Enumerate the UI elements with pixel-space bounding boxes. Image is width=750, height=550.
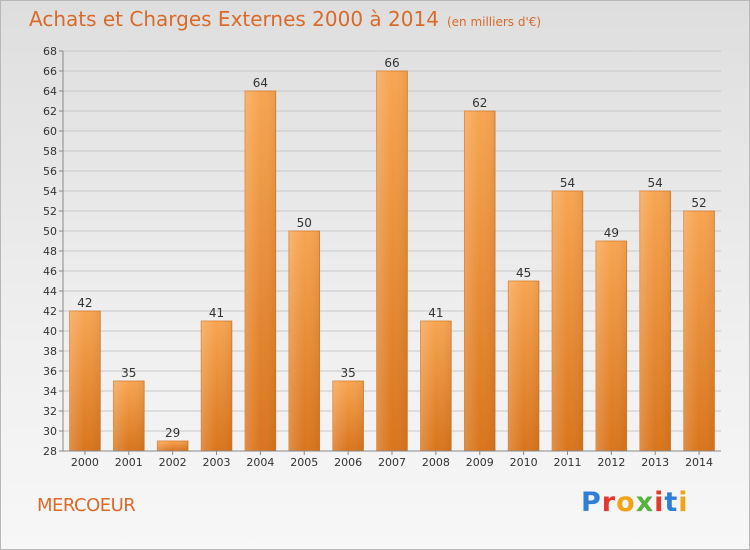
x-tick-label: 2013 (641, 456, 669, 469)
x-tick-label: 2001 (115, 456, 143, 469)
logo-letter: r (601, 487, 617, 518)
x-axis: 2000 2001 2002 2003 2004 2005 2006 2007 2008 2009… (63, 450, 721, 469)
bar-shade (201, 321, 232, 451)
bar-value-label: 35 (340, 366, 355, 380)
bar-shade (288, 231, 320, 451)
y-tick-label: 52 (43, 205, 57, 218)
x-tick-label: 2011 (553, 456, 581, 469)
bar-value-label: 64 (253, 76, 268, 90)
x-tick-label: 2006 (334, 456, 362, 469)
logo-letter: i (654, 487, 665, 518)
x-tick-label: 2014 (685, 456, 713, 469)
bar-shade (639, 191, 671, 451)
y-tick-label: 66 (43, 65, 57, 78)
bar-value-label: 54 (648, 176, 663, 190)
bar-shade (420, 321, 452, 451)
bar-value-label: 42 (77, 296, 92, 310)
bar-shade (595, 241, 627, 451)
x-tick-label: 2000 (71, 456, 99, 469)
bar-shade (508, 281, 539, 451)
y-tick-label: 44 (43, 285, 57, 298)
bar-shade (683, 211, 715, 451)
y-tick-label: 68 (43, 45, 57, 58)
chart-title: Achats et Charges Externes 2000 à 2014 (e… (29, 7, 541, 31)
y-tick-label: 50 (43, 225, 57, 238)
x-tick-label: 2009 (466, 456, 494, 469)
bars: 42 35 29 41 64 50 35 66 41 62 45 54 49 54 52 (69, 56, 715, 452)
bar-shade (464, 111, 496, 451)
y-tick-label: 48 (43, 245, 57, 258)
y-tick-label: 38 (43, 345, 57, 358)
bar-value-label: 62 (472, 96, 487, 110)
x-tick-label: 2010 (510, 456, 538, 469)
bar-value-label: 52 (691, 196, 706, 210)
y-tick-label: 62 (43, 105, 57, 118)
bar-value-label: 66 (384, 56, 399, 70)
bar-shade (113, 381, 145, 451)
y-axis: 28 30 32 34 36 38 40 42 44 46 48 50 52 54 56 58 60 62 64 66… (43, 45, 64, 458)
y-tick-label: 58 (43, 145, 57, 158)
bar-value-label: 50 (297, 216, 312, 230)
logo-letter: P (581, 487, 602, 518)
chart-title-text: Achats et Charges Externes 2000 à 2014 (29, 7, 439, 31)
bar-shade (69, 311, 101, 451)
y-tick-label: 36 (43, 365, 57, 378)
bar-value-label: 54 (560, 176, 575, 190)
y-tick-label: 40 (43, 325, 57, 338)
bar-value-label: 41 (428, 306, 443, 320)
proxiti-logo: Proxiti (581, 487, 689, 518)
bar-value-label: 41 (209, 306, 224, 320)
y-tick-label: 34 (43, 385, 57, 398)
y-tick-label: 32 (43, 405, 57, 418)
y-tick-label: 60 (43, 125, 57, 138)
bar-value-label: 45 (516, 266, 531, 280)
x-tick-label: 2007 (378, 456, 406, 469)
x-tick-label: 2004 (246, 456, 274, 469)
x-tick-label: 2005 (290, 456, 318, 469)
y-tick-label: 30 (43, 425, 57, 438)
logo-letter: o (616, 487, 636, 518)
x-tick-label: 2002 (159, 456, 187, 469)
bar-value-label: 49 (604, 226, 619, 240)
bar-shade (552, 191, 583, 451)
logo-letter: t (664, 487, 679, 518)
bar-shade (245, 91, 276, 451)
x-tick-label: 2012 (597, 456, 625, 469)
bar-value-label: 29 (165, 426, 180, 440)
bar-shade (157, 441, 189, 451)
bar-value-label: 35 (121, 366, 136, 380)
y-tick-label: 46 (43, 265, 57, 278)
bar-shade (376, 71, 408, 451)
logo-letter: x (635, 487, 655, 518)
y-tick-label: 56 (43, 165, 57, 178)
bar-shade (332, 381, 364, 451)
logo-letter: i (678, 487, 689, 518)
y-tick-label: 54 (43, 185, 57, 198)
y-tick-label: 42 (43, 305, 57, 318)
place-name: MERCOEUR (37, 495, 136, 516)
y-tick-label: 28 (43, 445, 57, 458)
y-tick-label: 64 (43, 85, 57, 98)
x-tick-label: 2003 (203, 456, 231, 469)
chart-subtitle: (en milliers d'€) (446, 15, 542, 29)
x-tick-label: 2008 (422, 456, 450, 469)
